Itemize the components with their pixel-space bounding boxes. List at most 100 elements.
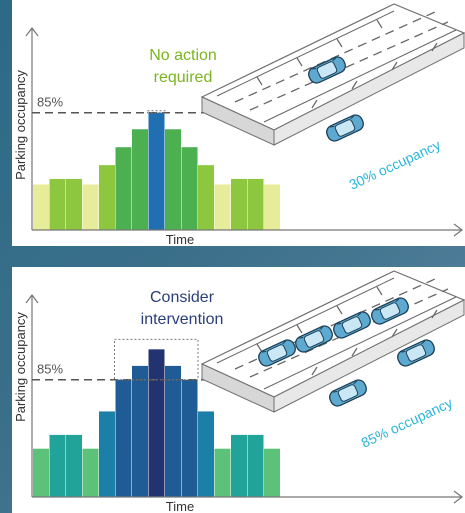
bar xyxy=(82,184,99,230)
car-rear-window xyxy=(421,340,426,345)
bar xyxy=(181,147,198,230)
bar xyxy=(247,178,264,230)
car-rear-window xyxy=(319,326,324,331)
car-icon xyxy=(329,379,367,407)
x-axis-arrow xyxy=(453,490,463,504)
car-roof xyxy=(334,119,356,137)
car-windshield xyxy=(330,125,335,128)
bar xyxy=(99,411,115,497)
stall-marker xyxy=(351,347,358,357)
annotation-text: intervention xyxy=(141,311,224,328)
car-roof xyxy=(405,344,427,362)
bar xyxy=(132,365,148,497)
peak-highlight-box xyxy=(114,338,199,381)
car-roof xyxy=(379,302,401,320)
car-roof xyxy=(303,330,325,348)
car-windshield xyxy=(375,308,380,311)
y-axis-arrow xyxy=(25,294,39,304)
bar xyxy=(247,434,264,497)
car-icon xyxy=(371,297,409,325)
car-icon xyxy=(397,339,435,367)
bar xyxy=(181,379,198,497)
bar xyxy=(231,434,247,497)
car-icon xyxy=(308,56,346,84)
parking-lot-illustration xyxy=(200,270,465,413)
stall-marker xyxy=(296,324,303,334)
bar xyxy=(82,448,99,497)
car-windshield xyxy=(337,322,342,325)
car-windshield xyxy=(299,336,304,339)
lot-line-top xyxy=(216,10,395,97)
y-axis-label: Parking occupancy xyxy=(13,70,28,180)
bar xyxy=(148,349,165,497)
bar xyxy=(115,147,132,230)
car-rear-window xyxy=(395,298,400,303)
peak-highlight-box xyxy=(147,110,166,114)
car-rear-window xyxy=(350,115,355,120)
stall-marker xyxy=(336,38,343,48)
bar xyxy=(198,411,214,497)
lot-dashed-line xyxy=(249,21,449,111)
bar xyxy=(165,365,181,497)
bar xyxy=(49,434,66,497)
bars xyxy=(33,112,280,230)
bar xyxy=(214,184,231,230)
bar xyxy=(231,178,247,230)
threshold-label: 85% xyxy=(37,362,63,377)
stall-marker xyxy=(311,99,318,109)
stall-marker xyxy=(376,19,383,29)
car-rear-window xyxy=(357,312,362,317)
bottom-chart: 85% Consider intervention Parking occupancy… xyxy=(13,270,465,513)
stall-marker xyxy=(431,42,438,52)
bar xyxy=(214,448,231,497)
stall-marker xyxy=(431,309,438,319)
car-rear-window xyxy=(332,57,337,62)
stall-marker xyxy=(256,343,263,353)
stall-marker xyxy=(351,80,358,90)
occupancy-label: 30% occupancy xyxy=(347,136,443,192)
annotation-text: No action xyxy=(149,47,217,64)
stall-marker xyxy=(376,286,383,296)
bar xyxy=(148,112,165,230)
car-rear-window xyxy=(282,340,287,345)
y-axis-label: Parking occupancy xyxy=(13,312,28,422)
top-panel: 85% No action required Parking occupancy Tim… xyxy=(12,0,465,246)
parking-lot-illustration xyxy=(200,3,465,146)
bar xyxy=(66,434,82,497)
bar xyxy=(132,129,148,230)
bar xyxy=(33,184,49,230)
car-windshield xyxy=(262,350,267,353)
car-icon xyxy=(258,339,296,367)
bar xyxy=(66,178,82,230)
lot-edge-side xyxy=(273,32,465,146)
lot-line-bottom xyxy=(263,296,457,390)
stall-marker xyxy=(256,76,263,86)
car-windshield xyxy=(312,67,317,70)
occupancy-label: 85% occupancy xyxy=(359,394,455,450)
bar xyxy=(99,165,115,230)
top-chart: 85% No action required Parking occupancy Tim… xyxy=(13,3,465,246)
bar xyxy=(33,448,49,497)
stall-marker xyxy=(311,366,318,376)
stall-marker xyxy=(391,61,398,71)
bar xyxy=(264,448,280,497)
y-axis-arrow xyxy=(25,27,39,37)
stall-marker xyxy=(391,328,398,338)
lot-edge-side xyxy=(273,299,465,413)
bar xyxy=(115,379,132,497)
annotation-text: required xyxy=(154,69,213,86)
bar xyxy=(165,129,181,230)
car-roof xyxy=(316,61,338,79)
bottom-panel: 85% Consider intervention Parking occupancy… xyxy=(12,267,465,513)
car-rear-window xyxy=(353,380,358,385)
car-roof xyxy=(341,316,363,334)
x-axis-label: Time xyxy=(166,499,194,513)
car-windshield xyxy=(333,390,338,393)
lot-line-top xyxy=(216,277,395,364)
bar xyxy=(49,178,66,230)
car-icon xyxy=(295,325,333,353)
car-icon xyxy=(333,311,371,339)
bar xyxy=(198,165,214,230)
threshold-label: 85% xyxy=(37,95,63,110)
car-windshield xyxy=(401,350,406,353)
